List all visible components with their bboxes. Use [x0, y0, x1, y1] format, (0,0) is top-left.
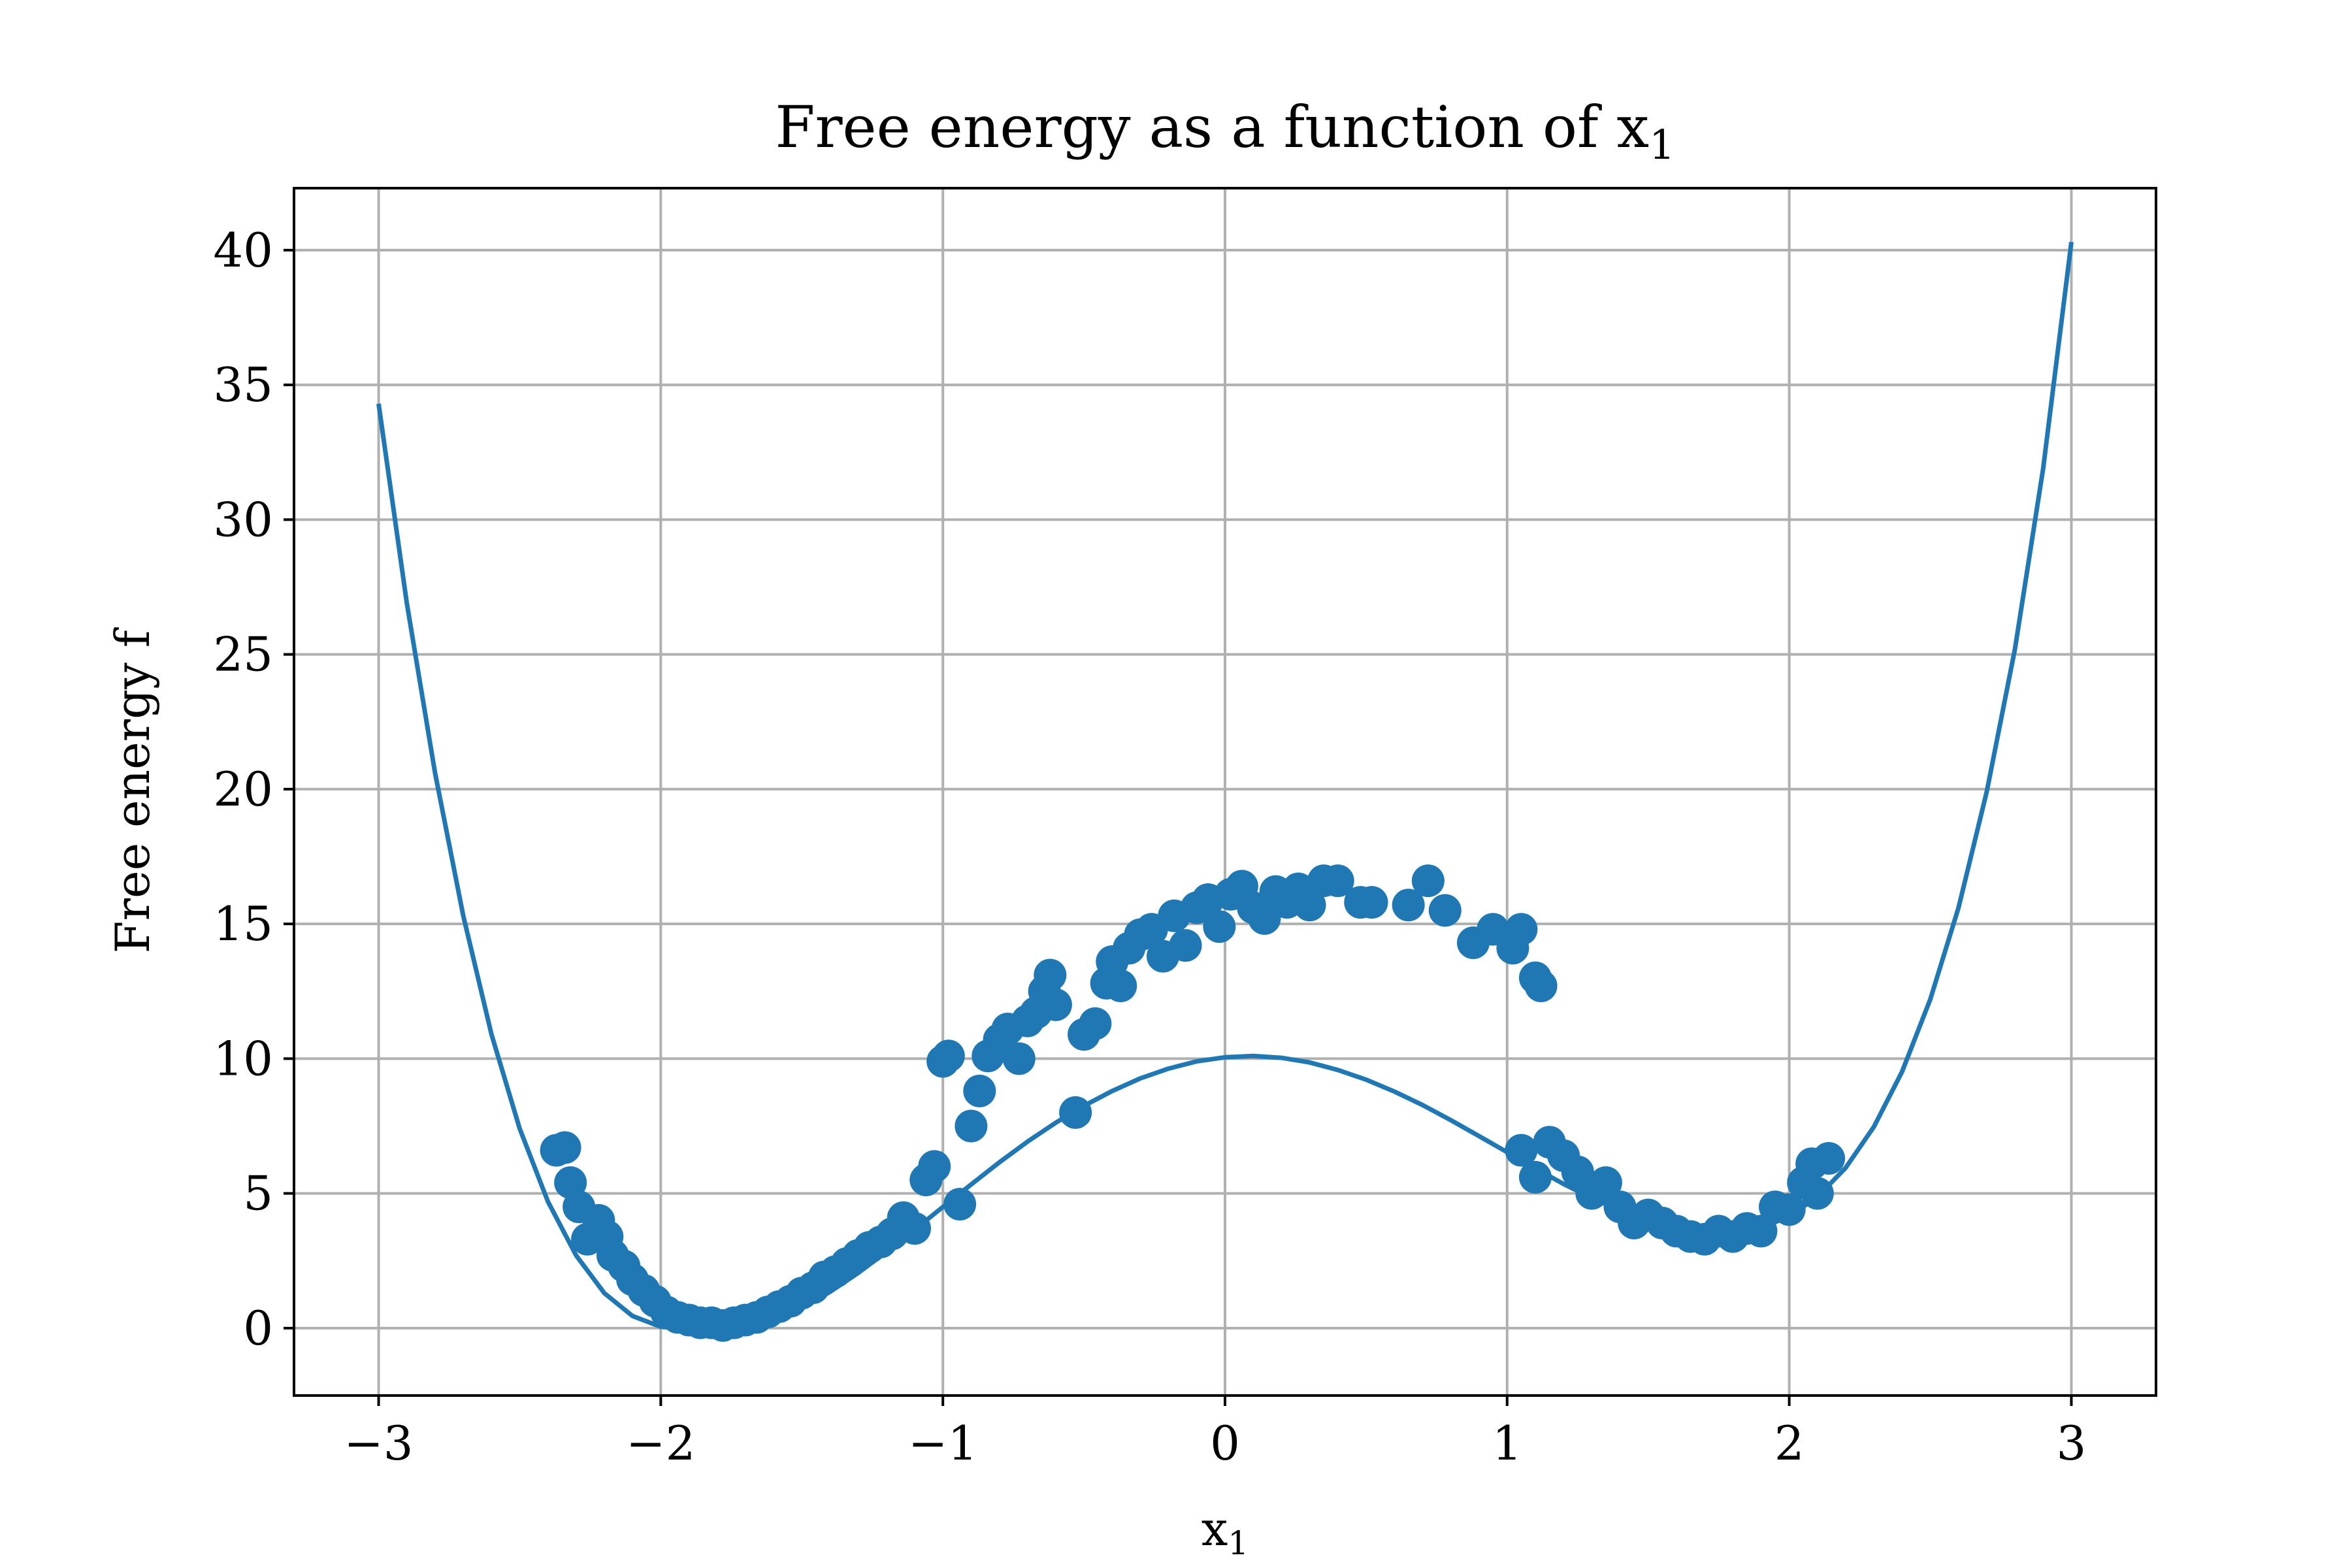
y-tick-label: 20 — [213, 762, 273, 817]
x-axis-label-subscript: 1 — [1228, 1524, 1249, 1562]
data-point — [1812, 1142, 1846, 1175]
grid-lines — [294, 188, 2156, 1396]
data-point — [1589, 1166, 1622, 1200]
y-axis-label: Free energy f — [105, 627, 160, 953]
data-point — [955, 1109, 988, 1143]
data-point — [1801, 1177, 1834, 1210]
data-point — [1772, 1193, 1806, 1226]
chart-title-text: Free energy as a function of x — [775, 93, 1649, 161]
x-tick-label: −2 — [626, 1416, 695, 1471]
y-tick-label: 25 — [213, 627, 273, 682]
y-tick-label: 40 — [213, 223, 273, 278]
data-point — [548, 1131, 581, 1164]
data-point — [1293, 889, 1326, 922]
data-point — [943, 1188, 977, 1221]
data-point — [1169, 929, 1202, 962]
x-tick-label: 1 — [1492, 1416, 1522, 1471]
y-axis-ticks: 0 5 10 15 20 25 30 35 40 — [213, 223, 294, 1356]
data-point — [1519, 1160, 1552, 1194]
data-point — [1059, 1096, 1092, 1129]
data-point — [898, 1212, 931, 1245]
x-tick-label: −3 — [344, 1416, 413, 1471]
y-tick-label: 10 — [213, 1031, 273, 1086]
data-point — [1355, 886, 1388, 919]
data-series — [376, 242, 2074, 1342]
data-point — [1744, 1215, 1778, 1248]
y-tick-label: 5 — [243, 1166, 273, 1221]
data-point — [1104, 970, 1137, 1002]
data-point — [1411, 864, 1445, 898]
data-point — [963, 1074, 996, 1107]
data-point — [932, 1039, 965, 1073]
data-point — [1321, 864, 1354, 898]
x-tick-label: 3 — [2057, 1416, 2087, 1471]
x-axis-label-text: x — [1201, 1501, 1228, 1556]
x-axis-label: x1 — [1201, 1501, 1249, 1562]
data-point — [1496, 932, 1529, 965]
y-tick-label: 15 — [213, 896, 273, 951]
data-point — [1524, 970, 1558, 1002]
x-tick-label: 0 — [1210, 1416, 1240, 1471]
y-tick-label: 30 — [213, 492, 273, 547]
data-point — [1039, 988, 1072, 1021]
data-point — [1079, 1007, 1112, 1040]
data-point — [1203, 910, 1236, 943]
data-point — [918, 1150, 951, 1183]
data-point — [1428, 894, 1462, 927]
chart-title-subscript: 1 — [1649, 121, 1674, 169]
x-tick-label: 2 — [1774, 1416, 1805, 1471]
data-point — [1248, 902, 1281, 935]
x-axis-ticks: −3 −2 −1 0 1 2 3 — [344, 1396, 2086, 1471]
y-tick-label: 0 — [243, 1301, 273, 1356]
y-tick-label: 35 — [213, 357, 273, 412]
chart-title: Free energy as a function of x1 — [775, 93, 1674, 169]
data-point — [1002, 1042, 1036, 1075]
data-point — [1392, 889, 1425, 922]
data-point — [1505, 1134, 1538, 1167]
x-tick-label: −1 — [908, 1416, 977, 1471]
data-point — [1034, 958, 1067, 992]
